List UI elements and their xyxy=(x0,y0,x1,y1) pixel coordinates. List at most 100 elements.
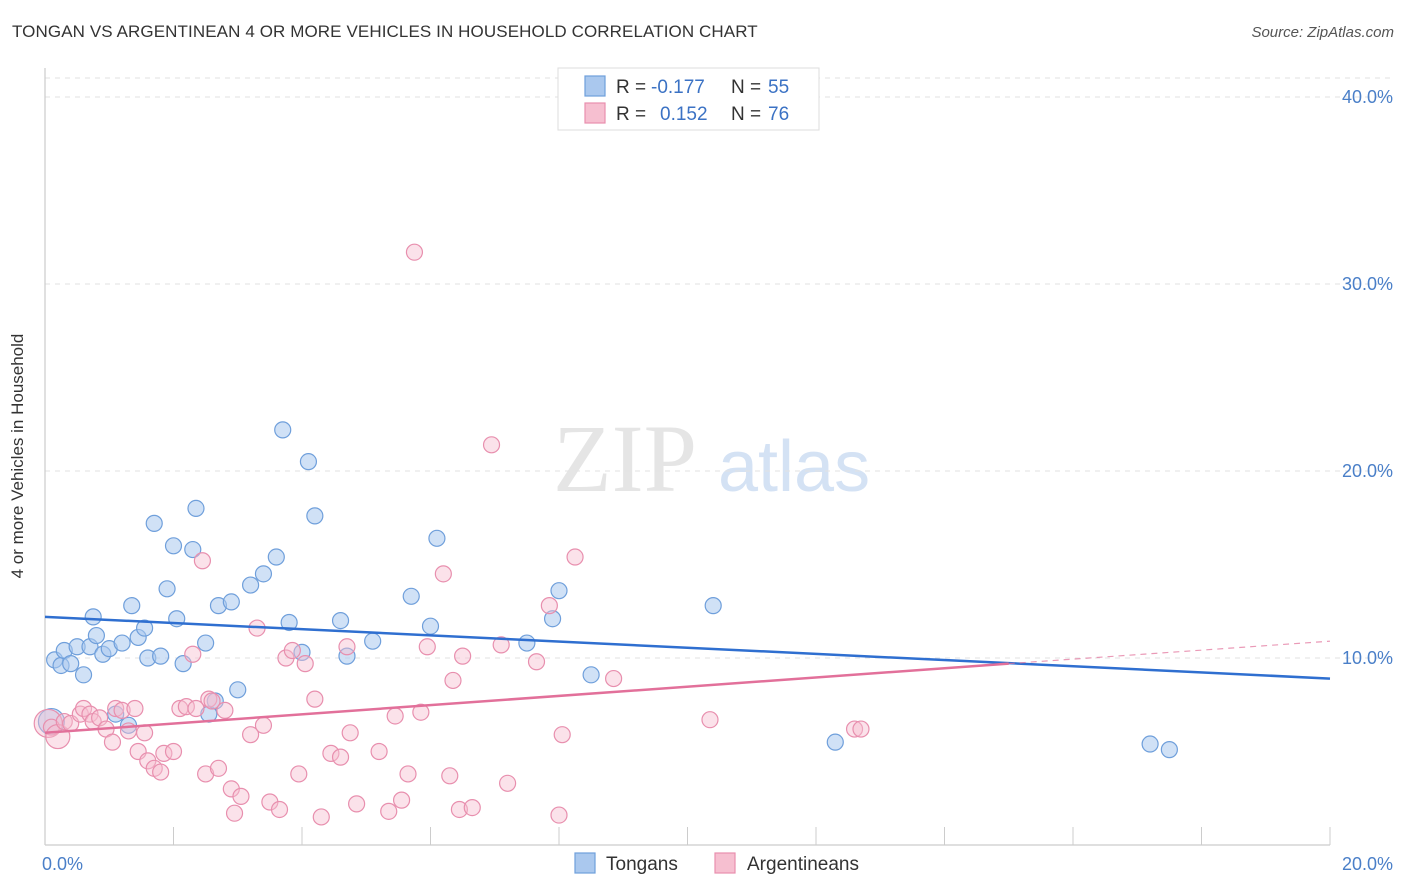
tongans-point xyxy=(187,499,205,517)
y-tick-label: 20.0% xyxy=(1342,461,1393,481)
bottom-legend: Tongans Argentineans xyxy=(574,852,859,875)
argentineans-point xyxy=(463,798,481,817)
argentineans-point xyxy=(296,655,314,673)
argentineans-point xyxy=(232,787,250,805)
tongans-point xyxy=(704,597,722,615)
tongans-point xyxy=(421,617,440,635)
tongans-point xyxy=(135,619,154,637)
argentineans-point xyxy=(380,802,398,820)
argentineans-point xyxy=(852,720,870,738)
argentineans-point xyxy=(441,767,459,785)
tongans-point xyxy=(582,666,600,684)
tongans-point xyxy=(62,655,80,673)
source-label: Source: ZipAtlas.com xyxy=(1251,24,1394,41)
y-tick-label: 30.0% xyxy=(1342,274,1393,294)
argentineans-point xyxy=(113,701,131,719)
x-tick-label: 20.0% xyxy=(1342,854,1393,874)
tongans-point xyxy=(364,632,382,650)
argentineans-point xyxy=(499,774,517,792)
argentineans-point xyxy=(341,724,359,742)
argentineans-trend-line xyxy=(44,662,1009,735)
bottom-legend-tongans: Tongans xyxy=(606,854,678,875)
tongans-point xyxy=(84,608,102,626)
argentineans-point xyxy=(482,436,501,454)
argentineans-point xyxy=(283,641,301,660)
argentineans-point xyxy=(187,699,205,718)
tongans-point xyxy=(267,548,285,566)
tongans-point xyxy=(428,529,446,547)
argentineans-point xyxy=(152,763,170,781)
tongans-point xyxy=(306,507,324,525)
argentineans-point xyxy=(312,808,330,826)
tongans-point xyxy=(197,634,215,652)
argentineans-point xyxy=(386,707,404,725)
tongans-point xyxy=(1160,741,1178,759)
tongans-point xyxy=(274,421,292,439)
argentineans-point xyxy=(392,791,411,809)
legend-r-value-2: 0.152 xyxy=(660,104,708,125)
bottom-legend-argentineans: Argentineans xyxy=(747,854,859,875)
tongans-point xyxy=(74,666,93,684)
argentineans-point xyxy=(164,742,183,761)
tongans-point xyxy=(280,613,298,632)
gridlines xyxy=(45,77,1392,659)
tongans-trend-line xyxy=(44,615,1331,680)
legend-swatch-tongans xyxy=(584,75,606,97)
tongans-point xyxy=(338,647,356,665)
chart-title: TONGAN VS ARGENTINEAN 4 OR MORE VEHICLES… xyxy=(12,22,758,41)
argentineans-point xyxy=(225,804,244,822)
bottom-legend-swatch-tongans xyxy=(574,852,596,874)
legend-r-label-1: R = xyxy=(616,77,646,98)
argentineans-point xyxy=(107,699,125,718)
y-tick-label: 10.0% xyxy=(1342,648,1393,668)
tongans-point xyxy=(518,634,536,652)
argentineans-point xyxy=(322,744,340,762)
argentineans-point xyxy=(216,701,234,719)
tongans-point xyxy=(543,610,562,628)
tongans-point xyxy=(254,565,273,583)
legend-n-value-2: 76 xyxy=(768,104,789,125)
watermark-atlas: atlas xyxy=(718,427,870,507)
argentineans-point xyxy=(450,800,469,819)
tongans-point xyxy=(184,540,202,559)
argentineans-point xyxy=(845,720,864,738)
argentineans-point xyxy=(550,806,568,824)
argentineans-point xyxy=(126,699,144,718)
argentineans-point xyxy=(209,759,228,777)
trend-lines xyxy=(44,615,1331,735)
argentineans-point xyxy=(370,742,388,761)
tongans-point xyxy=(152,647,170,665)
argentineans-point xyxy=(331,748,350,766)
argentineans-point xyxy=(193,552,212,570)
argentineans-point xyxy=(254,716,273,734)
tongans-point xyxy=(123,597,141,615)
tongans-point xyxy=(242,576,260,594)
tongans-point xyxy=(331,611,350,630)
argentineans-point xyxy=(270,800,289,819)
argentineans-points xyxy=(33,243,870,826)
legend-n-value-1: 55 xyxy=(768,77,789,98)
legend-r-value-1: -0.177 xyxy=(651,77,705,98)
argentineans-point xyxy=(399,765,417,783)
legend-r-label-2: R = xyxy=(616,104,646,125)
tongans-point xyxy=(826,733,844,751)
argentineans-point xyxy=(418,638,436,656)
argentineans-trend-extension xyxy=(1008,640,1331,665)
argentineans-point xyxy=(338,638,356,656)
tongans-point xyxy=(229,681,247,699)
tick-labels: 10.0% 20.0% 30.0% 40.0% 0.0% 20.0% xyxy=(42,87,1393,874)
legend-n-label-2: N = xyxy=(731,104,761,125)
argentineans-point xyxy=(701,711,719,729)
argentineans-point xyxy=(605,669,623,688)
tongans-point xyxy=(550,582,568,600)
argentineans-point xyxy=(444,671,462,690)
tongans-point xyxy=(87,626,106,645)
argentineans-point xyxy=(55,712,73,731)
tongans-point xyxy=(402,587,420,605)
legend: R = -0.177 N = 55 R = 0.152 N = 76 xyxy=(557,67,820,131)
argentineans-point xyxy=(71,705,89,723)
legend-n-label-1: N = xyxy=(731,77,761,98)
tongans-point xyxy=(164,537,183,555)
tongans-point xyxy=(158,580,176,598)
